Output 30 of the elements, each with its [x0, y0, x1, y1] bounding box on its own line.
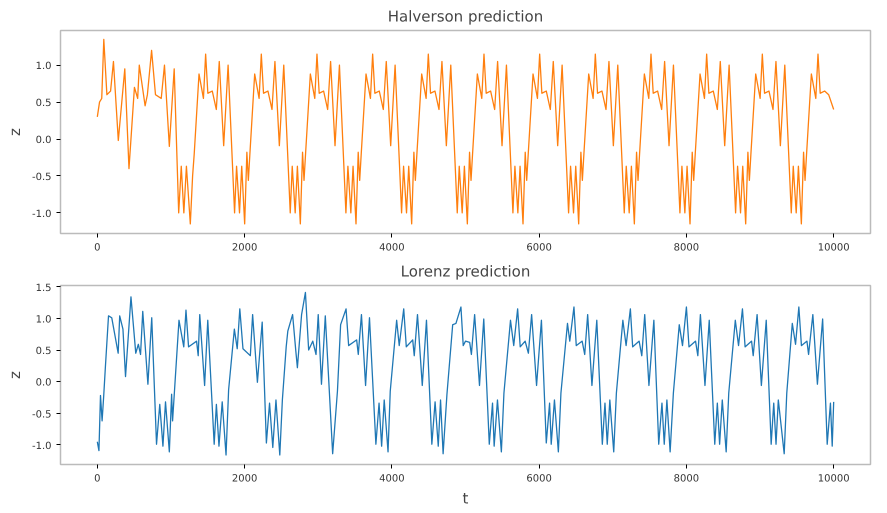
- x-tick-label: 2000: [232, 474, 258, 484]
- x-tick-label: 6000: [526, 242, 552, 254]
- y-tick-label: 1.0: [36, 314, 52, 326]
- x-tick-label: 0: [94, 242, 101, 254]
- x-tick-label: 6000: [526, 474, 552, 484]
- y-tick-label: 0.0: [36, 135, 52, 146]
- x-tick-label: 4000: [379, 474, 405, 484]
- x-axis-title: t: [462, 490, 469, 508]
- line-series: [96, 38, 834, 225]
- x-tick-label: 8000: [674, 474, 700, 484]
- y-tick-label: 0.5: [36, 98, 52, 110]
- line-series: [96, 292, 834, 456]
- y-tick-label: -1.0: [32, 440, 52, 452]
- y-tick-label: -1.0: [32, 208, 52, 220]
- x-tick-label: 0: [94, 474, 101, 484]
- y-tick-label: 0.0: [36, 378, 52, 389]
- x-tick-label: 2000: [232, 242, 258, 254]
- y-tick-label: 1.0: [36, 61, 52, 72]
- chart-title: Lorenz prediction: [400, 262, 530, 280]
- x-tick-label: 10000: [818, 474, 850, 484]
- y-tick-label: -0.5: [32, 172, 52, 183]
- y-tick-label: 0.5: [36, 346, 52, 358]
- y-axis-title: z: [6, 370, 24, 379]
- x-tick-label: 4000: [379, 242, 405, 254]
- y-tick-label: -0.5: [32, 409, 52, 420]
- y-axis-title: z: [6, 128, 24, 136]
- y-tick-label: 1.5: [36, 282, 52, 294]
- x-tick-label: 10000: [818, 242, 850, 254]
- x-tick-label: 8000: [674, 242, 700, 254]
- chart-title: Halverson prediction: [388, 8, 544, 26]
